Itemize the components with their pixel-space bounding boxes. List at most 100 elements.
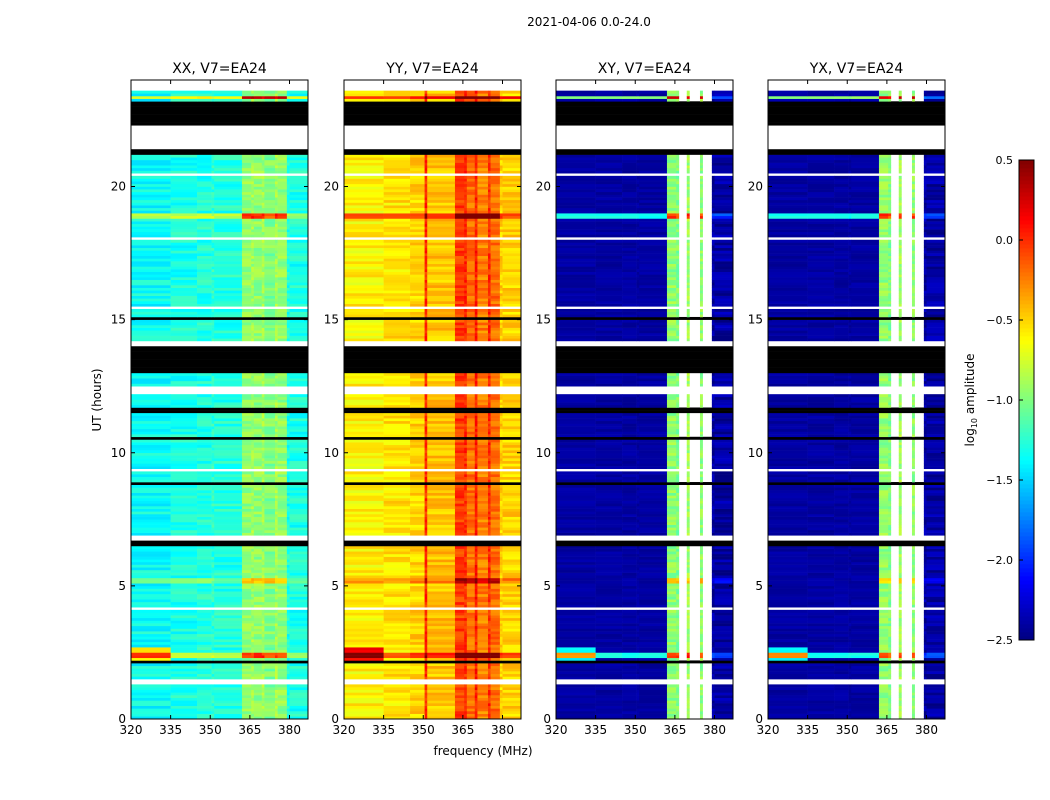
heatmap-cell	[131, 676, 171, 680]
heatmap-cell	[466, 226, 476, 230]
heatmap-cell	[170, 513, 198, 517]
heatmap-cell	[214, 596, 243, 600]
heatmap-cell	[490, 447, 501, 451]
heatmap-cell	[251, 684, 255, 688]
heatmap-cell	[197, 636, 212, 640]
heatmap-cell	[424, 511, 428, 515]
heatmap-cell	[286, 239, 290, 243]
heatmap-cell	[211, 165, 215, 169]
heatmap-cell	[464, 308, 468, 312]
heatmap-cell	[490, 684, 501, 688]
heatmap-cell	[274, 229, 278, 233]
heatmap-cell	[251, 591, 255, 595]
heatmap-cell	[211, 189, 215, 193]
heatmap-cell	[344, 479, 384, 483]
heatmap-cell	[251, 426, 255, 430]
heatmap-cell	[264, 298, 276, 302]
heatmap-cell	[264, 628, 276, 632]
heatmap-cell	[410, 258, 425, 262]
heatmap-cell	[241, 567, 252, 571]
heatmap-cell	[197, 247, 212, 251]
heatmap-cell	[383, 479, 411, 483]
heatmap-cell	[499, 450, 503, 454]
heatmap-cell	[197, 277, 212, 280]
heatmap-cell	[274, 189, 278, 193]
heatmap-cell	[253, 308, 263, 312]
heatmap-cell	[277, 431, 288, 435]
heatmap-cell	[253, 402, 263, 406]
heatmap-cell	[477, 250, 489, 254]
heatmap-cell	[261, 593, 265, 597]
heatmap-cell	[264, 601, 276, 605]
heatmap-cell	[410, 506, 425, 509]
heatmap-cell	[474, 628, 478, 632]
heatmap-cell	[214, 513, 243, 517]
heatmap-cell	[487, 591, 491, 595]
heatmap-cell	[427, 479, 456, 483]
heatmap-cell	[466, 519, 476, 523]
heatmap-cell	[427, 564, 456, 568]
heatmap-cell	[383, 229, 411, 233]
heatmap-cell	[474, 308, 478, 312]
heatmap-cell	[474, 324, 478, 328]
heatmap-cell	[454, 503, 465, 507]
heatmap-cell	[477, 431, 489, 435]
heatmap-cell	[454, 274, 465, 278]
heatmap-cell	[499, 412, 503, 416]
heatmap-cell	[170, 303, 198, 307]
heatmap-cell	[253, 412, 263, 416]
heatmap-cell	[241, 420, 252, 424]
heatmap-cell	[424, 585, 428, 589]
heatmap-cell	[277, 221, 288, 225]
heatmap-cell	[211, 617, 215, 621]
heatmap-cell	[251, 181, 255, 185]
heatmap-cell	[286, 495, 290, 499]
heatmap-cell	[466, 620, 476, 624]
heatmap-cell	[277, 521, 288, 525]
heatmap-cell	[197, 545, 212, 549]
heatmap-cell	[464, 623, 468, 627]
heatmap-cell	[487, 663, 491, 667]
heatmap-cell	[466, 599, 476, 603]
heatmap-cell	[474, 617, 478, 621]
heatmap-cell	[261, 652, 265, 656]
heatmap-cell	[131, 649, 171, 653]
heatmap-cell	[253, 564, 263, 568]
heatmap-cell	[170, 295, 198, 299]
heatmap-cell	[464, 508, 468, 512]
heatmap-cell	[466, 585, 476, 589]
heatmap-cell	[502, 226, 522, 230]
heatmap-cell	[383, 700, 411, 704]
heatmap-cell	[477, 300, 489, 304]
heatmap-cell	[289, 218, 309, 222]
heatmap-cell	[197, 577, 212, 581]
heatmap-cell	[424, 644, 428, 648]
heatmap-cell	[427, 415, 456, 419]
heatmap-cell	[344, 375, 384, 379]
heatmap-cell	[499, 426, 503, 430]
heatmap-cell	[197, 93, 212, 97]
heatmap-cell	[499, 455, 503, 459]
heatmap-cell	[289, 503, 309, 507]
heatmap-cell	[474, 295, 478, 299]
heatmap-cell	[197, 183, 212, 187]
heatmap-cell	[410, 628, 425, 632]
heatmap-cell	[241, 335, 252, 339]
heatmap-cell	[499, 692, 503, 696]
heatmap-cell	[131, 700, 171, 704]
heatmap-cell	[251, 498, 255, 501]
heatmap-cell	[466, 300, 476, 304]
heatmap-cell	[264, 335, 276, 339]
heatmap-cell	[424, 458, 428, 462]
heatmap-cell	[464, 415, 468, 419]
heatmap-cell	[464, 577, 468, 581]
heatmap-cell	[211, 647, 215, 651]
heatmap-cell	[474, 545, 478, 549]
heatmap-cell	[261, 253, 265, 257]
heatmap-cell	[264, 274, 276, 278]
heatmap-cell	[277, 271, 288, 275]
heatmap-cell	[274, 519, 278, 523]
heatmap-cell	[427, 561, 456, 565]
heatmap-cell	[427, 617, 456, 621]
heatmap-cell	[261, 490, 265, 493]
